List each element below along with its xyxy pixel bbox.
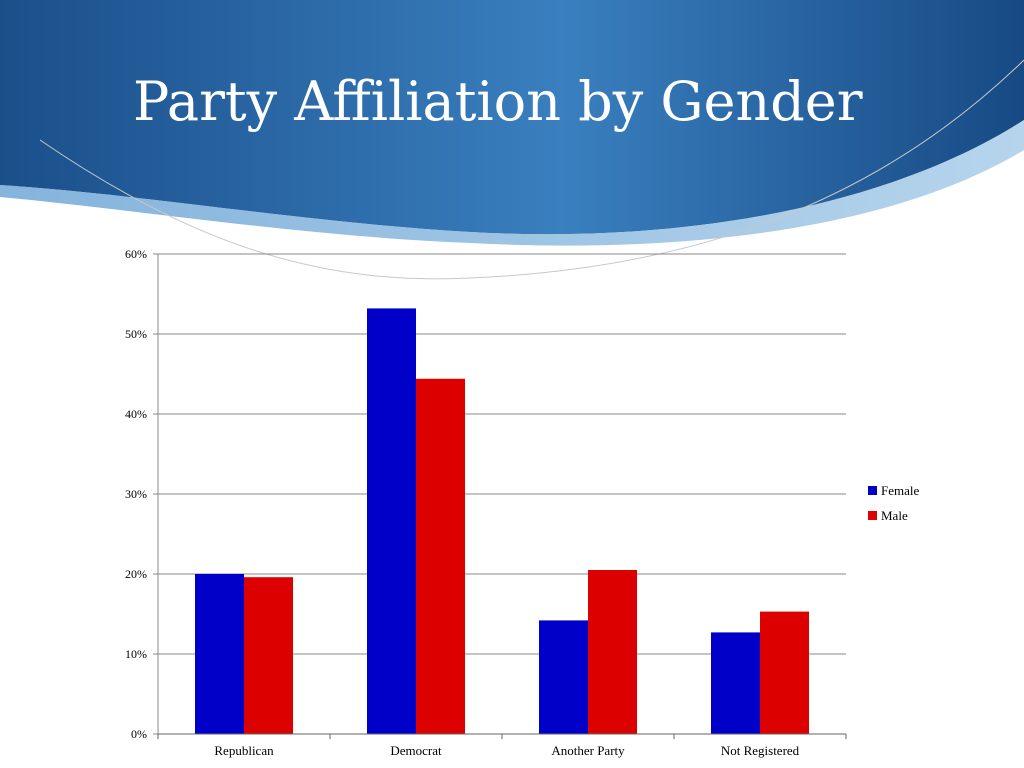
legend: Female Male <box>868 483 919 523</box>
bar-female-democrat <box>367 308 416 734</box>
x-category-label: Republican <box>214 743 274 758</box>
x-axis-labels: Republican Democrat Another Party Not Regis… <box>214 743 799 758</box>
bar-female-republican <box>195 574 244 734</box>
axes <box>157 254 847 739</box>
bar-male-democrat <box>416 378 465 734</box>
y-tick-label: 10% <box>125 647 147 661</box>
y-tick-label: 60% <box>125 247 147 261</box>
legend-swatch-female <box>868 486 877 495</box>
y-axis-ticks: 0% 10% 20% 30% 40% 50% 60% <box>125 247 158 741</box>
bar-male-another-party <box>588 570 637 734</box>
legend-swatch-male <box>868 511 877 520</box>
x-category-label: Another Party <box>551 743 625 758</box>
legend-label-male: Male <box>881 508 908 523</box>
x-category-label: Democrat <box>390 743 442 758</box>
bar-male-republican <box>244 577 293 734</box>
x-category-label: Not Registered <box>721 743 800 758</box>
legend-label-female: Female <box>881 483 919 498</box>
bar-female-not-registered <box>711 632 760 734</box>
y-tick-label: 40% <box>125 407 147 421</box>
y-tick-label: 20% <box>125 567 147 581</box>
y-tick-label: 50% <box>125 327 147 341</box>
bar-male-not-registered <box>760 611 809 734</box>
header-banner <box>0 0 1024 280</box>
y-tick-label: 0% <box>131 727 147 741</box>
y-tick-label: 30% <box>125 487 147 501</box>
slide-title: Party Affiliation by Gender <box>133 70 863 133</box>
bar-female-another-party <box>539 620 588 734</box>
bars <box>195 308 809 734</box>
